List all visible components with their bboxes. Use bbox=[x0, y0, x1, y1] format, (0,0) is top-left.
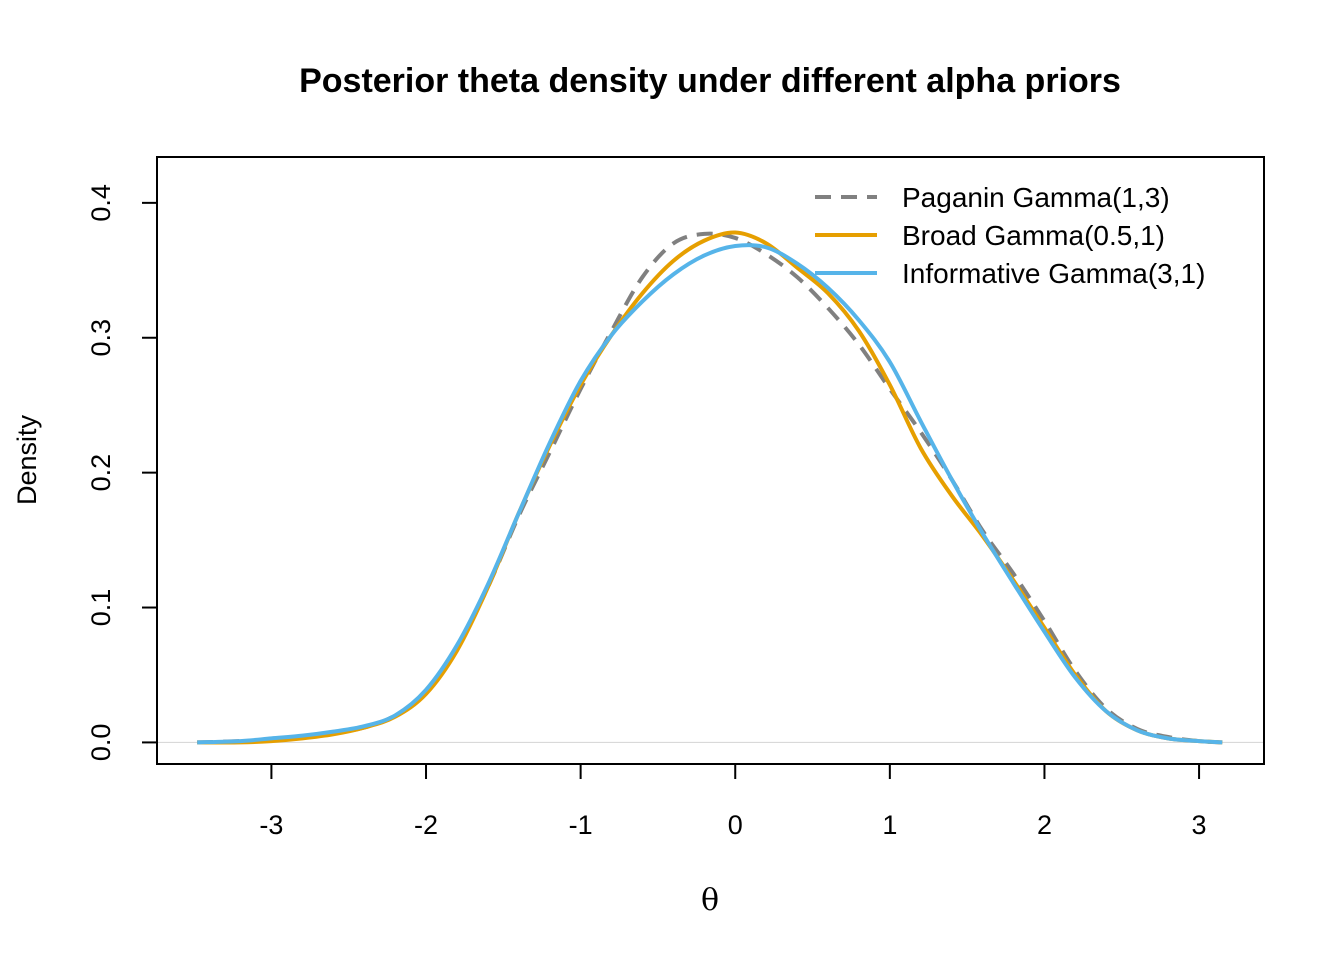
legend: Paganin Gamma(1,3) Broad Gamma(0.5,1) Info… bbox=[815, 182, 1205, 289]
y-tick-label: 0.2 bbox=[86, 454, 116, 492]
legend-label-2: Broad Gamma(0.5,1) bbox=[902, 220, 1165, 251]
y-tick-label: 0.0 bbox=[86, 724, 116, 762]
x-tick-label: 0 bbox=[728, 810, 743, 840]
y-axis-label: Density bbox=[12, 414, 42, 505]
legend-label-1: Paganin Gamma(1,3) bbox=[902, 182, 1170, 213]
y-tick-label: 0.3 bbox=[86, 319, 116, 357]
x-tick-label: -1 bbox=[569, 810, 593, 840]
x-tick-label: -2 bbox=[414, 810, 438, 840]
x-tick-label: 3 bbox=[1192, 810, 1207, 840]
y-tick-label: 0.1 bbox=[86, 589, 116, 627]
x-tick-label: 2 bbox=[1037, 810, 1052, 840]
chart-title: Posterior theta density under different … bbox=[299, 62, 1121, 100]
series-layer bbox=[197, 230, 1223, 745]
x-tick-label: 1 bbox=[882, 810, 897, 840]
legend-label-3: Informative Gamma(3,1) bbox=[902, 258, 1205, 289]
y-tick-label: 0.4 bbox=[86, 184, 116, 222]
x-axis-label: θ bbox=[701, 883, 719, 918]
x-tick-label: -3 bbox=[259, 810, 283, 840]
axes: -3 -2 -1 0 1 2 3 0.0 0.1 0.2 0.3 0.4 bbox=[86, 184, 1207, 840]
series-line-3 bbox=[197, 243, 1223, 745]
plot-frame bbox=[156, 156, 1265, 765]
